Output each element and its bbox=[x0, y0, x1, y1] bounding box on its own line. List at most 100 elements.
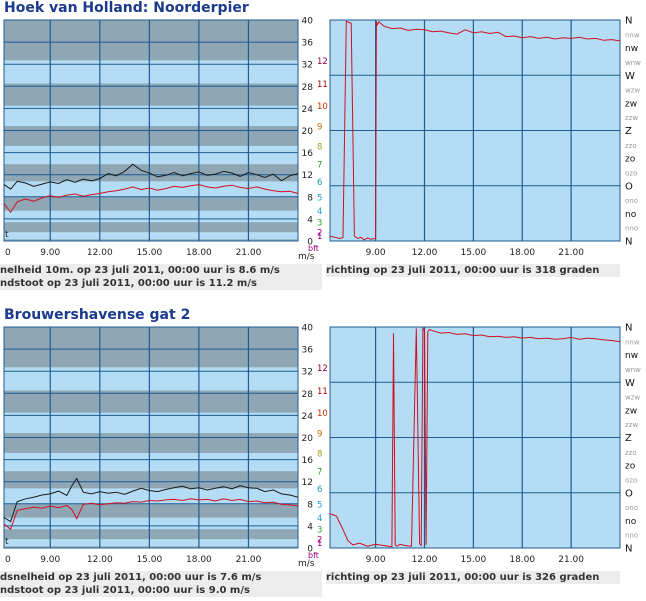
beaufort-band bbox=[4, 164, 298, 182]
x-tick-label: 12.00 bbox=[412, 555, 438, 565]
direction-tick-label: nnw bbox=[625, 338, 640, 346]
wind-direction-text-1: richting op 23 juli 2011, 00:00 uur is 3… bbox=[326, 265, 600, 276]
y-tick-label: 4 bbox=[307, 215, 313, 225]
beaufort-tick-label: 7 bbox=[317, 468, 322, 478]
y-tick-label: 20 bbox=[302, 434, 314, 444]
wind-gust-info-1: ndstoot op 23 juli 2011, 00:00 uur is 11… bbox=[0, 278, 257, 289]
beaufort-tick-label: 2 bbox=[317, 536, 322, 546]
x-tick-label: 12.00 bbox=[87, 248, 113, 258]
x-tick-label: 21.00 bbox=[236, 555, 262, 565]
wind-direction-text-2: richting op 23 juli 2011, 00:00 uur is 3… bbox=[326, 572, 600, 583]
beaufort-tick-label: 8 bbox=[317, 449, 322, 459]
y-tick-label: 28 bbox=[302, 83, 314, 93]
beaufort-tick-label: 3 bbox=[317, 526, 322, 536]
direction-tick-label: W bbox=[625, 378, 635, 389]
beaufort-band bbox=[4, 390, 298, 413]
x-tick-label: 21.00 bbox=[558, 555, 584, 565]
beaufort-tick-label: 6 bbox=[317, 485, 322, 495]
wind-direction-info-2: richting op 23 juli 2011, 00:00 uur is 3… bbox=[326, 571, 620, 584]
gust-series-line bbox=[3, 477, 299, 523]
beaufort-band bbox=[4, 529, 298, 540]
beaufort-band bbox=[4, 222, 298, 233]
direction-tick-label: Z bbox=[625, 433, 632, 444]
x-tick-label: 9.00 bbox=[366, 555, 386, 565]
wind-speed-info-1: nelheid 10m. op 23 juli 2011, 00:00 uur … bbox=[0, 265, 280, 276]
y-tick-label: 8 bbox=[307, 500, 313, 510]
beaufort-tick-label: 1 bbox=[317, 539, 322, 549]
direction-tick-label: O bbox=[625, 488, 633, 499]
direction-tick-label: nnw bbox=[625, 31, 640, 39]
beaufort-tick-label: 10 bbox=[317, 409, 328, 419]
x-tick-label: 18.00 bbox=[509, 248, 535, 258]
direction-tick-label: zzw bbox=[625, 114, 638, 122]
beaufort-tick-label: 11 bbox=[317, 80, 328, 90]
direction-tick-label: zw bbox=[625, 99, 637, 109]
wind-speed-info-2: dsnelheid op 23 juli 2011, 00:00 uur is … bbox=[0, 572, 262, 583]
plot-frame bbox=[329, 326, 621, 549]
direction-tick-label: nw bbox=[625, 351, 638, 361]
station-title-2: Brouwershavense gat 2 bbox=[4, 307, 191, 323]
wind-info-1: nelheid 10m. op 23 juli 2011, 00:00 uur … bbox=[0, 264, 322, 290]
plot-frame bbox=[3, 326, 299, 549]
x-tick-label: 18.00 bbox=[186, 555, 212, 565]
beaufort-band bbox=[4, 126, 298, 146]
wind-gust-info-2: ndstoot op 23 juli 2011, 00:00 uur is 9.… bbox=[0, 585, 250, 596]
beaufort-tick-label: 7 bbox=[317, 161, 322, 171]
direction-tick-label: ono bbox=[625, 197, 638, 205]
direction-tick-label: no bbox=[625, 210, 637, 220]
direction-tick-label: W bbox=[625, 71, 635, 82]
direction-tick-label: zzo bbox=[625, 449, 637, 457]
direction-tick-label: wzw bbox=[625, 394, 640, 402]
x-tick-label: 0 bbox=[5, 248, 11, 258]
beaufort-tick-label: 2 bbox=[317, 229, 322, 239]
beaufort-band bbox=[4, 20, 298, 61]
y-tick-label: 32 bbox=[302, 368, 313, 378]
beaufort-band bbox=[4, 471, 298, 489]
x-tick-label: 21.00 bbox=[558, 248, 584, 258]
y-tick-label: 32 bbox=[302, 61, 313, 71]
beaufort-tick-label: 1 bbox=[317, 232, 322, 242]
x-tick-label: 9.00 bbox=[40, 248, 60, 258]
direction-tick-label: wzw bbox=[625, 87, 640, 95]
x-tick-label: 0 bbox=[5, 555, 11, 565]
beaufort-tick-label: 4 bbox=[317, 514, 322, 524]
beaufort-band bbox=[4, 196, 298, 211]
direction-tick-label: Z bbox=[625, 126, 632, 137]
direction-tick-label: O bbox=[625, 181, 633, 192]
direction-tick-label: nno bbox=[625, 225, 638, 233]
beaufort-tick-label: 9 bbox=[317, 123, 322, 133]
beaufort-tick-label: 12 bbox=[317, 57, 328, 67]
direction-tick-label: wnw bbox=[625, 366, 641, 374]
beaufort-tick-label: 8 bbox=[317, 142, 322, 152]
direction-tick-label: zo bbox=[625, 155, 636, 165]
wind-direction-info-1: richting op 23 juli 2011, 00:00 uur is 3… bbox=[326, 264, 620, 277]
y-tick-label: 24 bbox=[302, 412, 314, 422]
direction-tick-label: N bbox=[625, 16, 632, 27]
beaufort-tick-label: 5 bbox=[317, 193, 322, 203]
x-tick-label: 18.00 bbox=[186, 248, 212, 258]
direction-tick-label: ozo bbox=[625, 476, 637, 484]
direction-tick-label: nw bbox=[625, 44, 638, 54]
station-title-1: Hoek van Holland: Noorderpier bbox=[4, 0, 249, 16]
direction-tick-label: zw bbox=[625, 406, 637, 416]
x-tick-label: 21.00 bbox=[236, 248, 262, 258]
beaufort-band bbox=[4, 433, 298, 453]
beaufort-band bbox=[4, 239, 298, 241]
beaufort-band bbox=[4, 503, 298, 518]
x-tick-label: 15.00 bbox=[460, 248, 486, 258]
direction-tick-label: N bbox=[625, 544, 632, 555]
beaufort-tick-label: 6 bbox=[317, 178, 322, 188]
direction-series-line bbox=[329, 326, 621, 548]
unit-ms-label: m/s bbox=[298, 559, 315, 569]
y-tick-label: 20 bbox=[302, 127, 314, 137]
y-tick-label: 16 bbox=[302, 149, 314, 159]
x-tick-label: 9.00 bbox=[40, 555, 60, 565]
beaufort-band bbox=[4, 546, 298, 548]
direction-tick-label: zo bbox=[625, 462, 636, 472]
x-tick-label: 15.00 bbox=[136, 248, 162, 258]
direction-tick-label: no bbox=[625, 517, 637, 527]
